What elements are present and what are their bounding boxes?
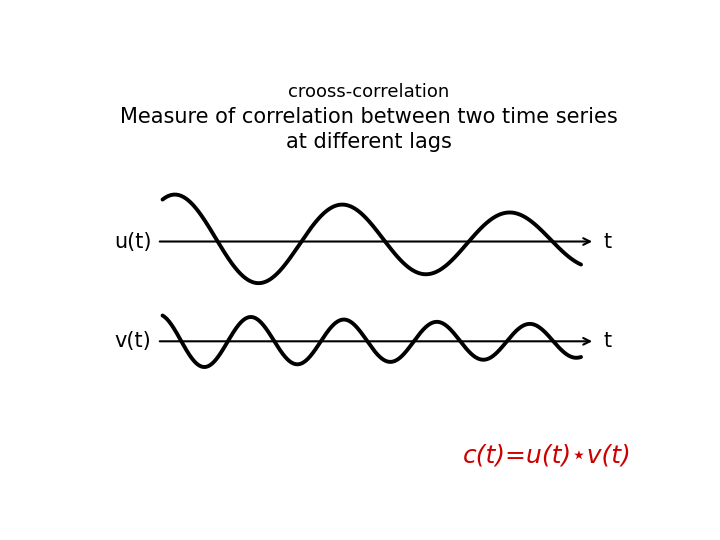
Text: at different lags: at different lags bbox=[286, 132, 452, 152]
Text: c(t)=u(t)⋆v(t): c(t)=u(t)⋆v(t) bbox=[463, 444, 632, 468]
Text: crooss-correlation: crooss-correlation bbox=[289, 83, 449, 101]
Text: v(t): v(t) bbox=[114, 332, 151, 352]
Text: u(t): u(t) bbox=[114, 232, 151, 252]
Text: t: t bbox=[603, 232, 611, 252]
Text: Measure of correlation between two time series: Measure of correlation between two time … bbox=[120, 107, 618, 127]
Text: t: t bbox=[603, 332, 611, 352]
